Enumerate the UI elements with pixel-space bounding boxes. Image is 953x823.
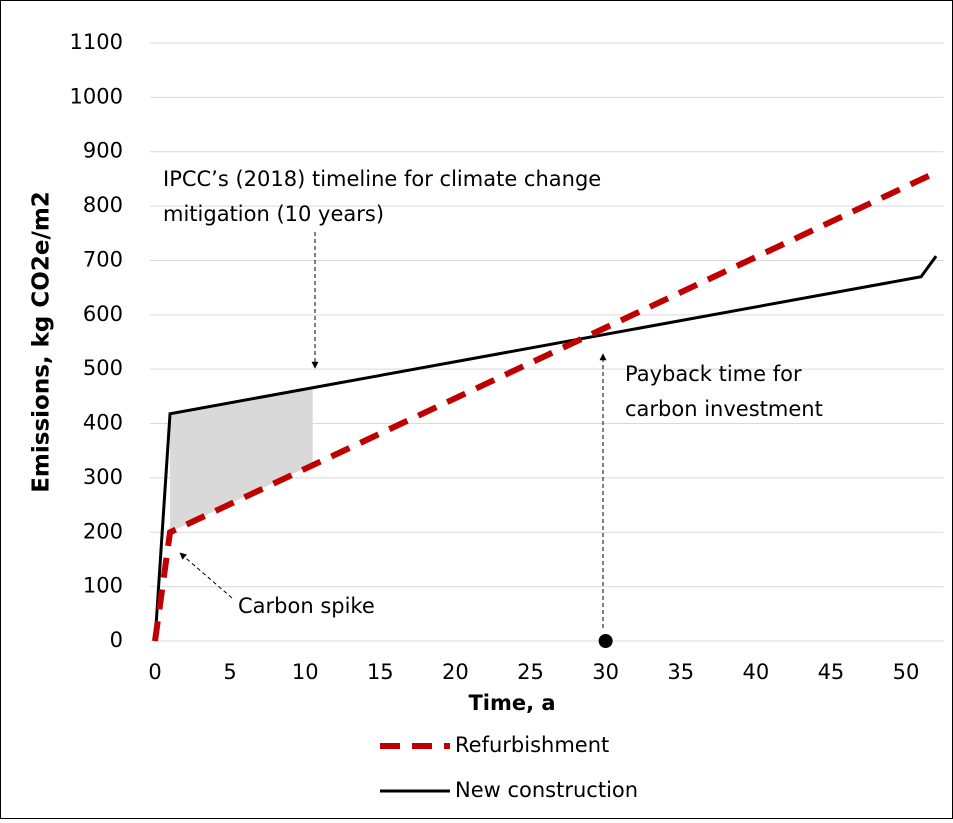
x-tick-label: 45 bbox=[818, 660, 845, 684]
y-tick-label: 800 bbox=[83, 193, 123, 217]
y-tick-label: 1100 bbox=[70, 30, 123, 54]
y-tick-label: 500 bbox=[83, 356, 123, 380]
shaded-region bbox=[170, 387, 313, 533]
y-tick-label: 200 bbox=[83, 519, 123, 543]
x-tick-label: 5 bbox=[223, 660, 236, 684]
y-tick-label: 300 bbox=[83, 465, 123, 489]
x-tick-label: 0 bbox=[148, 660, 161, 684]
x-tick-label: 30 bbox=[592, 660, 619, 684]
annotation: carbon investment bbox=[625, 397, 823, 421]
y-tick-label: 100 bbox=[83, 574, 123, 598]
legend-label: Refurbishment bbox=[455, 733, 609, 757]
y-tick-label: 1000 bbox=[70, 84, 123, 108]
y-axis-title: Emissions, kg CO2e/m2 bbox=[29, 191, 55, 493]
line bbox=[152, 169, 938, 642]
x-tick-label: 10 bbox=[292, 660, 319, 684]
y-tick-label: 0 bbox=[110, 628, 123, 652]
y-tick-label: 700 bbox=[83, 247, 123, 271]
x-tick-label: 35 bbox=[667, 660, 694, 684]
x-tick-label: 50 bbox=[893, 660, 920, 684]
annotation-arrow bbox=[179, 552, 233, 599]
x-tick-label: 40 bbox=[742, 660, 769, 684]
x-tick-label: 15 bbox=[367, 660, 394, 684]
annotation: Carbon spike bbox=[238, 594, 375, 618]
legend-label: New construction bbox=[455, 778, 638, 802]
marker-point bbox=[598, 634, 613, 648]
plot-area: 0 100 200 300 400 500 600 700 800 900 1000 1100 0 5 10… bbox=[70, 30, 944, 802]
annotation: mitigation (10 years) bbox=[163, 202, 384, 226]
x-tick-label: 20 bbox=[442, 660, 469, 684]
y-tick-label: 600 bbox=[83, 302, 123, 326]
line bbox=[153, 255, 938, 642]
annotation: Payback time for bbox=[625, 362, 802, 386]
y-tick-label: 400 bbox=[83, 411, 123, 435]
x-tick-label: 25 bbox=[517, 660, 544, 684]
annotation: IPCC’s (2018) timeline for climate chang… bbox=[163, 167, 601, 191]
x-axis-title: Time, a bbox=[468, 691, 555, 715]
y-tick-label: 900 bbox=[83, 139, 123, 163]
